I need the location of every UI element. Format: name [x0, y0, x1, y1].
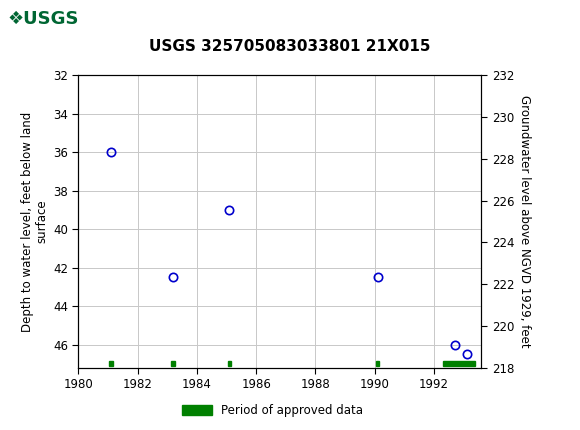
Text: USGS 325705083033801 21X015: USGS 325705083033801 21X015: [149, 39, 431, 54]
Bar: [443, 361, 476, 366]
Bar: [109, 361, 113, 366]
Bar: [3, 2, 93, 36]
Text: ❖USGS: ❖USGS: [8, 10, 79, 28]
Y-axis label: Groundwater level above NGVD 1929, feet: Groundwater level above NGVD 1929, feet: [519, 95, 531, 348]
Bar: [376, 361, 379, 366]
Legend: Period of approved data: Period of approved data: [177, 399, 368, 422]
Bar: [228, 361, 231, 366]
Bar: [171, 361, 175, 366]
Y-axis label: Depth to water level, feet below land
surface: Depth to water level, feet below land su…: [21, 111, 49, 332]
